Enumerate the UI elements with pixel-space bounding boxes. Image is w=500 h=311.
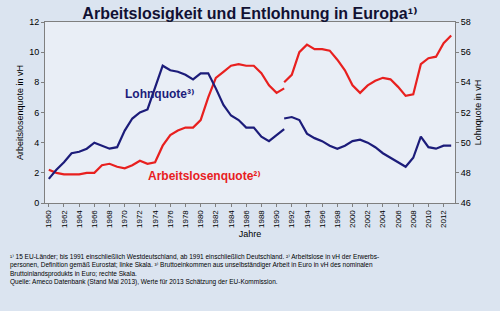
svg-text:1972: 1972 — [136, 210, 145, 228]
svg-text:1992: 1992 — [287, 210, 296, 228]
svg-text:50: 50 — [461, 138, 471, 148]
svg-text:6: 6 — [34, 108, 39, 118]
svg-text:8: 8 — [34, 77, 39, 87]
svg-text:52: 52 — [461, 108, 471, 118]
svg-text:1968: 1968 — [105, 210, 114, 228]
svg-text:1998: 1998 — [333, 210, 342, 228]
svg-text:Arbeitslosenquote²⁾: Arbeitslosenquote²⁾ — [148, 169, 261, 183]
svg-text:54: 54 — [461, 77, 471, 87]
svg-text:2004: 2004 — [378, 210, 387, 228]
svg-text:1988: 1988 — [257, 210, 266, 228]
svg-text:2010: 2010 — [424, 210, 433, 228]
svg-text:1974: 1974 — [151, 210, 160, 228]
svg-text:58: 58 — [461, 17, 471, 27]
svg-text:2006: 2006 — [394, 210, 403, 228]
svg-text:2002: 2002 — [363, 210, 372, 228]
svg-text:Lohnquote in vH: Lohnquote in vH — [473, 80, 483, 146]
svg-text:1976: 1976 — [166, 210, 175, 228]
svg-text:56: 56 — [461, 47, 471, 57]
svg-text:1962: 1962 — [60, 210, 69, 228]
svg-text:12: 12 — [29, 17, 39, 27]
svg-text:Lohnquote³⁾: Lohnquote³⁾ — [125, 87, 194, 101]
svg-text:46: 46 — [461, 198, 471, 208]
svg-text:1964: 1964 — [75, 210, 84, 228]
svg-text:1970: 1970 — [120, 210, 129, 228]
svg-text:Arbeitslosenquote in vH: Arbeitslosenquote in vH — [15, 65, 25, 160]
svg-text:2000: 2000 — [348, 210, 357, 228]
svg-text:1980: 1980 — [196, 210, 205, 228]
svg-text:4: 4 — [34, 138, 39, 148]
svg-text:2: 2 — [34, 168, 39, 178]
svg-text:0: 0 — [34, 198, 39, 208]
svg-text:10: 10 — [29, 47, 39, 57]
svg-text:1984: 1984 — [227, 210, 236, 228]
svg-text:1966: 1966 — [90, 210, 99, 228]
svg-text:2012: 2012 — [439, 210, 448, 228]
svg-text:1994: 1994 — [303, 210, 312, 228]
svg-text:1960: 1960 — [44, 210, 53, 228]
svg-text:1982: 1982 — [211, 210, 220, 228]
svg-text:2008: 2008 — [409, 210, 418, 228]
svg-text:1996: 1996 — [318, 210, 327, 228]
svg-text:1986: 1986 — [242, 210, 251, 228]
svg-text:48: 48 — [461, 168, 471, 178]
svg-text:1990: 1990 — [272, 210, 281, 228]
svg-text:Arbeitslosigkeit und Entlohnun: Arbeitslosigkeit und Entlohnung in Europ… — [82, 5, 417, 22]
svg-text:1978: 1978 — [181, 210, 190, 228]
svg-text:¹⁾ 15 EU-Länder; bis 1991 eins: ¹⁾ 15 EU-Länder; bis 1991 einschließlich… — [10, 253, 379, 286]
svg-text:Jahre: Jahre — [239, 229, 262, 239]
